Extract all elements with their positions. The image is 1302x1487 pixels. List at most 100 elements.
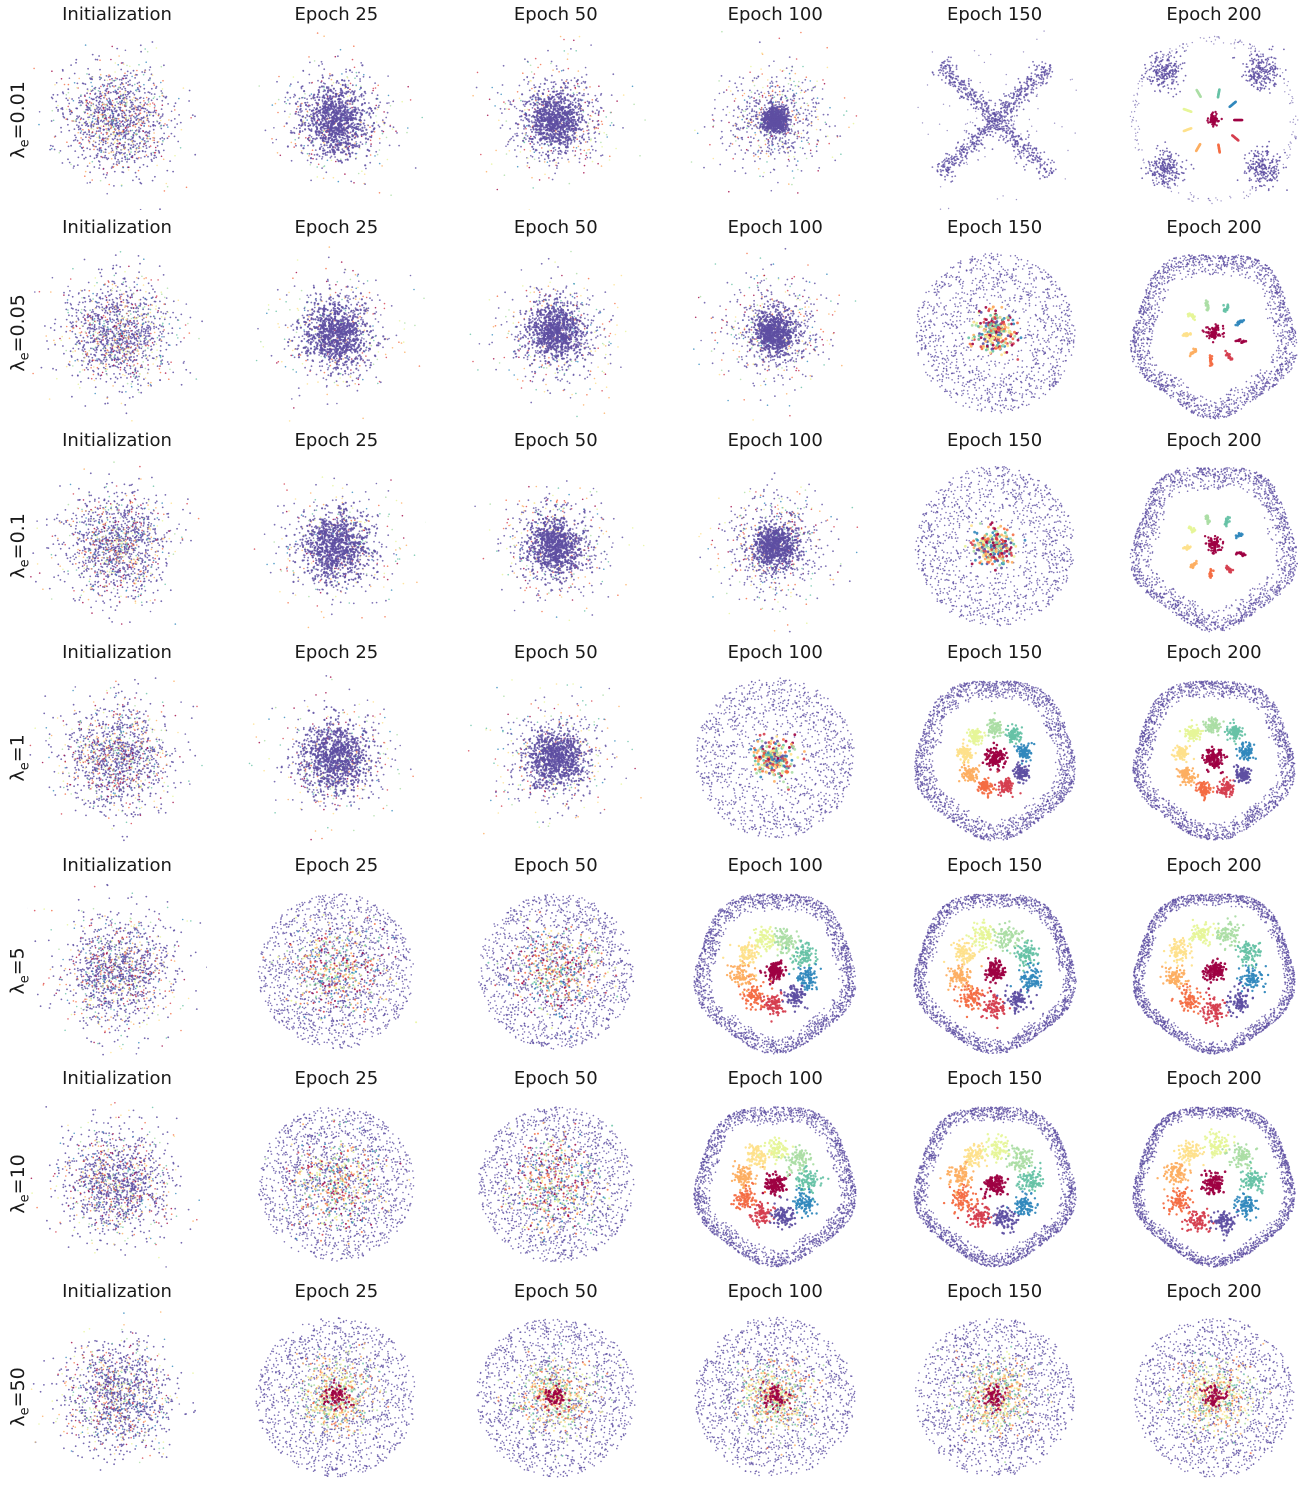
scatter-panel: Epoch 150	[888, 642, 1102, 848]
scatter-plot	[27, 668, 207, 848]
scatter-plot	[905, 1307, 1085, 1487]
scatter-panel: Epoch 25	[229, 855, 443, 1061]
panel-title: Epoch 25	[229, 642, 443, 663]
panel-title: Epoch 100	[668, 642, 882, 663]
panel-title: Epoch 200	[1107, 855, 1302, 876]
scatter-panel: Epoch 50	[449, 1068, 663, 1274]
panel-title: Epoch 150	[888, 4, 1102, 25]
scatter-panel: Epoch 100	[668, 4, 882, 210]
scatter-panel: Epoch 200	[1107, 1281, 1302, 1487]
scatter-panel: Epoch 50	[449, 1281, 663, 1487]
scatter-panel: Epoch 50	[449, 642, 663, 848]
scatter-plot	[685, 456, 865, 636]
scatter-plot	[905, 668, 1085, 848]
scatter-panel: Epoch 200	[1107, 430, 1302, 636]
panel-title: Epoch 25	[229, 430, 443, 451]
scatter-panel: Epoch 100	[668, 855, 882, 1061]
scatter-plot	[27, 456, 207, 636]
panel-title: Epoch 50	[449, 642, 663, 663]
scatter-panel: Initialization	[10, 4, 224, 210]
scatter-panel: Epoch 25	[229, 217, 443, 423]
scatter-plot	[246, 30, 426, 210]
panel-title: Epoch 50	[449, 430, 663, 451]
scatter-panel: Initialization	[10, 855, 224, 1061]
scatter-plot	[27, 1307, 207, 1487]
scatter-plot	[27, 1094, 207, 1274]
scatter-panel: Epoch 150	[888, 855, 1102, 1061]
panel-title: Epoch 100	[668, 1068, 882, 1089]
scatter-plot	[466, 668, 646, 848]
scatter-panel: Epoch 150	[888, 4, 1102, 210]
panel-title: Epoch 150	[888, 1068, 1102, 1089]
panel-title: Initialization	[10, 1281, 224, 1302]
panel-title: Epoch 100	[668, 855, 882, 876]
scatter-panel: Epoch 50	[449, 855, 663, 1061]
panel-title: Epoch 150	[888, 1281, 1102, 1302]
scatter-panel: Epoch 200	[1107, 217, 1302, 423]
panel-title: Epoch 25	[229, 217, 443, 238]
panel-title: Epoch 25	[229, 1281, 443, 1302]
panel-title: Initialization	[10, 4, 224, 25]
scatter-panel: Epoch 200	[1107, 642, 1302, 848]
scatter-panel: Initialization	[10, 642, 224, 848]
scatter-plot	[246, 668, 426, 848]
scatter-plot	[466, 1094, 646, 1274]
scatter-plot	[905, 30, 1085, 210]
scatter-panel: Epoch 25	[229, 642, 443, 848]
scatter-panel: Epoch 25	[229, 1068, 443, 1274]
scatter-plot	[1124, 1094, 1302, 1274]
scatter-panel: Epoch 200	[1107, 855, 1302, 1061]
scatter-panel: Epoch 50	[449, 217, 663, 423]
panel-title: Epoch 100	[668, 4, 882, 25]
scatter-panel: Epoch 150	[888, 430, 1102, 636]
scatter-plot	[246, 1307, 426, 1487]
scatter-plot	[466, 243, 646, 423]
scatter-plot	[466, 456, 646, 636]
scatter-panel: Epoch 25	[229, 430, 443, 636]
panel-title: Epoch 100	[668, 1281, 882, 1302]
scatter-panel: Epoch 100	[668, 1281, 882, 1487]
scatter-plot	[1124, 668, 1302, 848]
scatter-plot	[685, 1094, 865, 1274]
scatter-panel: Initialization	[10, 430, 224, 636]
scatter-plot	[905, 243, 1085, 423]
scatter-panel: Epoch 50	[449, 430, 663, 636]
panel-title: Epoch 50	[449, 217, 663, 238]
panel-title: Epoch 150	[888, 430, 1102, 451]
scatter-plot	[1124, 456, 1302, 636]
panel-title: Epoch 50	[449, 855, 663, 876]
panel-title: Epoch 50	[449, 4, 663, 25]
scatter-plot	[1124, 1307, 1302, 1487]
scatter-plot	[1124, 30, 1302, 210]
scatter-panel: Epoch 100	[668, 430, 882, 636]
scatter-panel: Epoch 150	[888, 217, 1102, 423]
panel-title: Epoch 200	[1107, 642, 1302, 663]
scatter-plot	[685, 243, 865, 423]
scatter-plot	[685, 30, 865, 210]
scatter-plot	[905, 456, 1085, 636]
panel-title: Epoch 50	[449, 1068, 663, 1089]
panel-title: Epoch 100	[668, 430, 882, 451]
scatter-plot	[246, 881, 426, 1061]
scatter-plot	[1124, 881, 1302, 1061]
scatter-panel: Initialization	[10, 217, 224, 423]
panel-title: Epoch 200	[1107, 4, 1302, 25]
scatter-plot	[466, 1307, 646, 1487]
scatter-panel: Epoch 100	[668, 217, 882, 423]
scatter-panel: Epoch 50	[449, 4, 663, 210]
scatter-plot	[246, 243, 426, 423]
panel-title: Epoch 50	[449, 1281, 663, 1302]
scatter-panel: Epoch 150	[888, 1068, 1102, 1274]
scatter-plot	[685, 881, 865, 1061]
scatter-panel: Epoch 200	[1107, 1068, 1302, 1274]
scatter-plot	[905, 881, 1085, 1061]
scatter-plot	[27, 243, 207, 423]
scatter-plot	[246, 456, 426, 636]
panel-title: Epoch 25	[229, 4, 443, 25]
scatter-plot	[1124, 243, 1302, 423]
panel-title: Epoch 100	[668, 217, 882, 238]
scatter-panel: Initialization	[10, 1068, 224, 1274]
panel-title: Epoch 150	[888, 855, 1102, 876]
panel-title: Epoch 25	[229, 1068, 443, 1089]
panel-title: Epoch 200	[1107, 1281, 1302, 1302]
